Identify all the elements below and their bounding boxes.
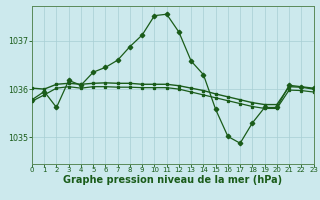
X-axis label: Graphe pression niveau de la mer (hPa): Graphe pression niveau de la mer (hPa) [63,175,282,185]
